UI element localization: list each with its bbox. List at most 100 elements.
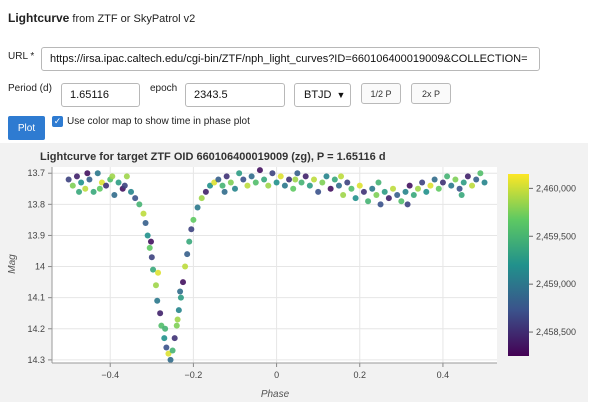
data-point [123,173,130,180]
app-title: Lightcurve [8,11,70,25]
data-point [385,195,392,202]
data-point [348,185,355,192]
x-tick-label: −0.2 [185,370,203,380]
data-point [111,192,118,198]
checkmark-icon: ✓ [53,116,62,126]
data-point [221,188,228,195]
period-input[interactable] [61,83,140,107]
data-point [306,182,313,189]
data-point [452,176,459,183]
data-point [286,176,293,183]
colormap-checkbox-label: Use color map to show time in phase plot [67,116,250,127]
data-point [202,188,209,195]
colormap-checkbox[interactable]: ✓ [52,116,63,127]
data-point [82,185,89,192]
app-subtitle: from ZTF or SkyPatrol v2 [69,13,196,25]
data-point [464,173,471,180]
data-point [448,182,455,189]
data-point [198,195,205,202]
required-mark: * [30,51,35,62]
data-point [173,322,180,329]
data-point [98,179,105,186]
plot-button[interactable]: Plot [8,116,45,140]
x-axis-label: Phase [261,389,290,400]
data-point [335,182,342,189]
y-tick-label: 14.1 [27,293,45,303]
data-point [419,179,426,186]
lightcurve-chart[interactable]: Lightcurve for target ZTF OID 6601064000… [0,143,588,402]
data-point [103,182,110,189]
data-point [184,251,191,258]
data-point [340,192,347,198]
y-tick-label: 13.8 [27,199,45,209]
epoch-label: epoch [150,83,178,94]
data-point [458,192,465,198]
x-axis: −0.4 −0.2 0 0.2 0.4 [52,362,497,380]
data-point [115,179,122,186]
data-point [148,254,155,261]
data-point [188,226,195,233]
caret-down-icon: ▼ [336,90,346,100]
data-point [180,279,187,286]
data-point [86,176,93,183]
data-point [277,173,284,180]
data-point [294,170,301,177]
data-point [435,185,442,192]
data-point [163,344,170,351]
data-point [248,173,255,180]
time-system-value: BTJD [304,89,332,101]
data-point [365,198,372,205]
data-point [144,232,151,239]
time-system-select[interactable]: BTJD ▼ [294,83,351,107]
data-point [165,350,172,357]
data-point [431,176,438,183]
data-point [194,204,201,211]
data-point [162,325,169,332]
double-period-button[interactable]: 2x P [411,83,451,104]
data-point [311,176,318,183]
data-point [456,185,463,192]
plot-frame [52,167,497,363]
data-point [390,185,397,192]
data-point [175,307,182,314]
data-point [65,176,72,183]
data-point [481,179,488,186]
data-point [369,185,376,192]
epoch-input[interactable] [185,83,285,107]
x-tick-label: −0.4 [101,370,119,380]
data-point [323,173,330,180]
data-point [265,182,272,189]
data-point [423,188,430,195]
data-point [327,185,334,192]
data-point [136,201,143,208]
data-point [244,182,251,189]
colorbar-tick-label: 2,459,000 [536,279,576,289]
data-point [215,176,222,183]
data-point [69,182,76,189]
data-point [269,170,276,177]
data-point [402,188,409,195]
data-point [157,310,164,317]
data-points [65,167,488,363]
data-point [171,335,178,342]
data-point [90,188,97,195]
url-input[interactable] [41,47,540,71]
data-point [444,173,451,180]
data-point [319,179,326,186]
colorbar-tick-label: 2,458,500 [536,327,576,337]
colorbar-tick-label: 2,459,500 [536,231,576,241]
data-point [177,288,184,295]
data-point [211,179,218,186]
data-point [240,176,247,183]
data-point [398,198,405,205]
data-point [161,335,168,342]
period-label: Period (d) [8,83,52,94]
colorbar-tick-label: 2,460,000 [536,183,576,193]
data-point [394,192,401,198]
data-point [231,185,238,192]
half-period-button[interactable]: 1/2 P [361,83,401,104]
data-point [174,316,181,323]
colorbar-ticks: 2,458,500 2,459,000 2,459,500 2,460,000 [529,183,576,337]
data-point [460,179,467,186]
data-point [381,188,388,195]
